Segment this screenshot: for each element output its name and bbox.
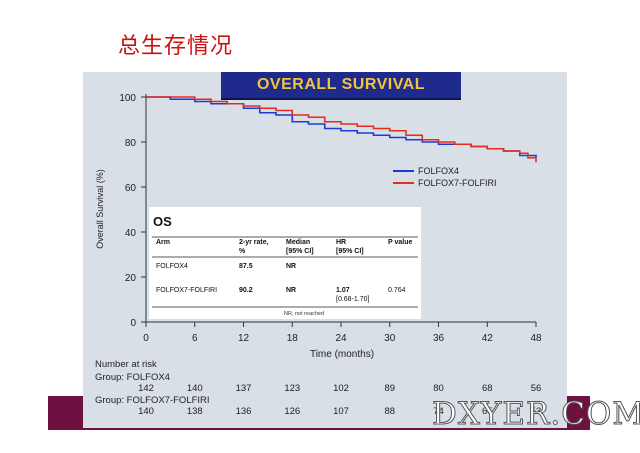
chart-title: OVERALL SURVIVAL (256, 76, 426, 93)
y-tick-label: 20 (125, 273, 137, 284)
os-table-cell: 1.07 (336, 287, 350, 294)
os-table-cell: [0.68-1.70] (336, 296, 370, 303)
risk-count: 89 (384, 383, 395, 394)
risk-count: 53 (531, 406, 542, 417)
page-heading: 总生存情况 (118, 34, 234, 59)
x-tick-label: 0 (143, 333, 149, 344)
risk-count: 56 (531, 383, 542, 394)
y-tick-label: 60 (125, 183, 137, 194)
os-table-box (149, 207, 421, 319)
risk-count: 68 (482, 383, 493, 394)
x-tick-label: 36 (433, 333, 445, 344)
risk-count: 88 (384, 406, 395, 417)
y-tick-label: 0 (130, 318, 136, 329)
y-tick-label: 80 (125, 138, 137, 149)
os-table-cell: NR (286, 263, 296, 270)
x-tick-label: 6 (192, 333, 198, 344)
os-table-header: Arm (156, 239, 170, 246)
x-axis-label: Time (months) (310, 349, 374, 360)
legend-label: FOLFOX4 (418, 166, 459, 176)
x-tick-label: 12 (238, 333, 250, 344)
legend-label: FOLFOX7-FOLFIRI (418, 178, 497, 188)
risk-count: 142 (138, 383, 154, 394)
os-table-header: P value (388, 239, 412, 246)
os-table-cell: FOLFOX4 (156, 263, 188, 270)
os-table-footnote: NR, not reached (284, 311, 324, 317)
series-line-1 (146, 96, 537, 158)
os-table-cell: FOLFOX7-FOLFIRI (156, 287, 217, 294)
chart-title-banner: OVERALL SURVIVAL (221, 72, 461, 100)
os-table-header: HR (336, 239, 346, 246)
x-tick-label: 18 (287, 333, 299, 344)
x-tick-label: 24 (335, 333, 347, 344)
os-table-header: [95% CI] (286, 248, 314, 255)
risk-title: Number at risk (95, 359, 157, 370)
risk-count: 80 (433, 383, 444, 394)
risk-count: 137 (236, 383, 252, 394)
os-table-cell: 87.5 (239, 263, 253, 270)
y-tick-label: 40 (125, 228, 137, 239)
y-tick-label: 100 (119, 93, 136, 104)
risk-count: 138 (187, 406, 203, 417)
x-tick-label: 48 (530, 333, 542, 344)
risk-group-label: Group: FOLFOX4 (95, 372, 170, 383)
risk-count: 126 (284, 406, 300, 417)
risk-count: 74 (433, 406, 444, 417)
risk-count: 123 (284, 383, 300, 394)
x-tick-label: 30 (384, 333, 396, 344)
risk-count: 140 (138, 406, 154, 417)
os-table-header: Median (286, 239, 310, 246)
x-tick-label: 42 (482, 333, 494, 344)
y-axis-label: Overall Survival (%) (95, 169, 105, 249)
risk-group-label: Group: FOLFOX7-FOLFIRI (95, 395, 210, 406)
risk-count: 136 (236, 406, 252, 417)
os-table-header: [95% CI] (336, 248, 364, 255)
os-table-cell: 0.764 (388, 287, 406, 294)
series-line-2 (146, 96, 537, 163)
risk-count: 65 (482, 406, 493, 417)
risk-count: 107 (333, 406, 349, 417)
os-table-cell: NR (286, 287, 296, 294)
risk-count: 140 (187, 383, 203, 394)
os-table-header: % (239, 248, 246, 255)
os-table-cell: 90.2 (239, 287, 253, 294)
risk-count: 102 (333, 383, 349, 394)
os-table-header: 2-yr rate, (239, 239, 269, 246)
os-table-title: OS (153, 214, 172, 229)
watermark: DXYER.COM (431, 396, 640, 433)
